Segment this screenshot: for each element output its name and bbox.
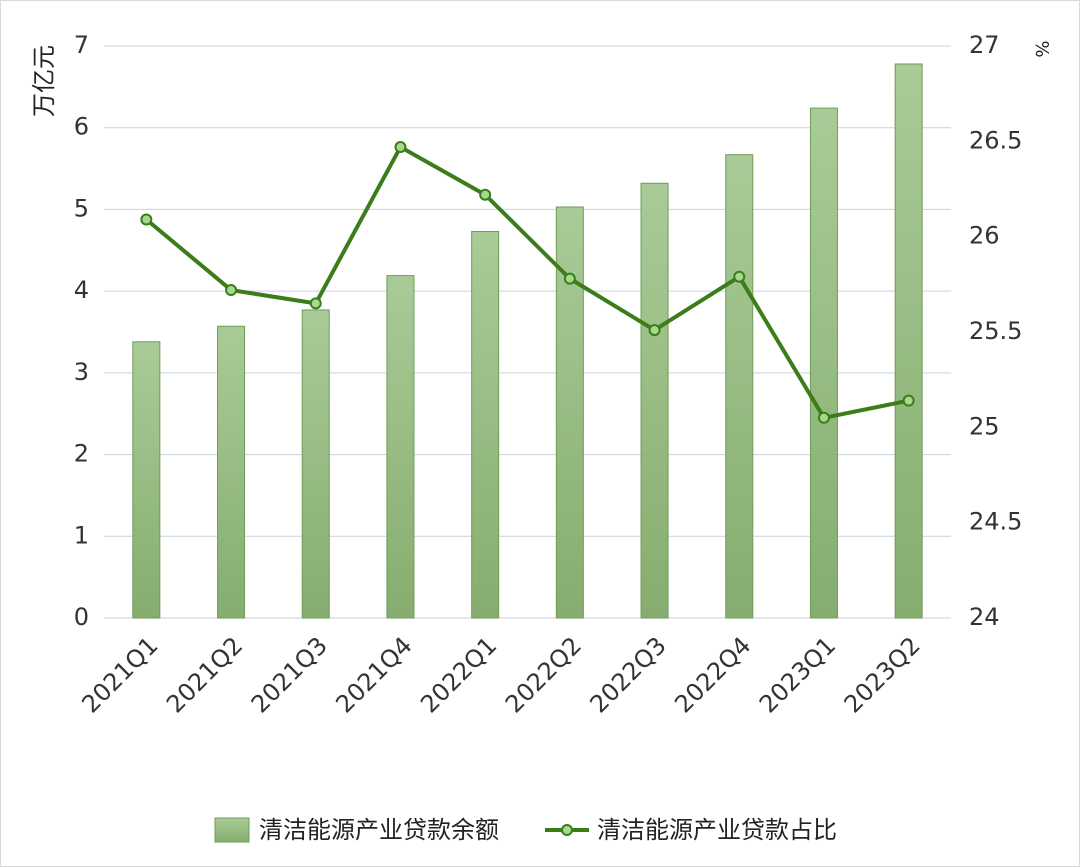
bar-2022Q3	[640, 182, 669, 619]
left-tick-label: 7	[74, 31, 89, 59]
left-tick-label: 4	[74, 276, 89, 304]
left-tick-label: 6	[74, 113, 89, 141]
legend: 清洁能源产业贷款余额 清洁能源产业贷款占比	[214, 816, 837, 844]
x-tick-label: 2022Q3	[585, 631, 672, 718]
line-point-2022Q2	[563, 272, 576, 285]
line-point-2021Q1	[140, 213, 153, 226]
left-tick-label: 2	[74, 440, 89, 468]
x-tick-label: 2021Q3	[246, 631, 333, 718]
right-tick-label: 25.5	[969, 317, 1022, 345]
bar-2023Q2	[894, 63, 923, 619]
bar-2023Q1	[809, 107, 838, 619]
left-axis-title: 万亿元	[30, 45, 58, 117]
line-point-2021Q4	[394, 141, 407, 154]
bar-2021Q1	[132, 341, 161, 619]
bar-2022Q1	[471, 230, 500, 619]
right-axis-title: %	[1031, 40, 1052, 57]
x-tick-label: 2022Q1	[415, 631, 502, 718]
x-tick-label: 2023Q1	[754, 631, 841, 718]
bar-2021Q3	[301, 309, 330, 619]
x-tick-label: 2021Q2	[161, 631, 248, 718]
line-point-2022Q4	[733, 270, 746, 283]
line-point-2021Q3	[309, 297, 322, 310]
legend-bar-label: 清洁能源产业贷款余额	[259, 816, 499, 844]
bar-2021Q4	[386, 275, 415, 619]
bar-2022Q4	[725, 154, 754, 619]
left-axis: 0 1 2 3 4 5 6 7	[74, 31, 89, 631]
line-point-2022Q1	[479, 188, 492, 201]
line-point-2022Q3	[648, 324, 661, 337]
left-tick-label: 5	[74, 194, 89, 222]
legend-line-label: 清洁能源产业贷款占比	[597, 816, 837, 844]
left-tick-label: 1	[74, 521, 89, 549]
legend-line-marker	[561, 824, 573, 836]
left-tick-label: 0	[74, 603, 89, 631]
right-tick-label: 24	[969, 603, 1000, 631]
x-tick-label: 2021Q1	[76, 631, 163, 718]
line-path	[145, 145, 910, 420]
right-tick-label: 26	[969, 222, 1000, 250]
right-tick-label: 26.5	[969, 126, 1022, 154]
x-tick-label: 2023Q2	[839, 631, 926, 718]
line-point-2023Q2	[902, 394, 915, 407]
x-axis: 2021Q12021Q22021Q32021Q42022Q12022Q22022…	[76, 631, 925, 718]
line-point-2021Q2	[225, 284, 238, 297]
right-tick-label: 24.5	[969, 508, 1022, 536]
legend-bar-swatch	[214, 817, 250, 843]
right-tick-label: 27	[969, 31, 1000, 59]
right-tick-label: 25	[969, 412, 1000, 440]
x-tick-label: 2022Q2	[500, 631, 587, 718]
x-tick-label: 2022Q4	[669, 631, 756, 718]
right-axis: 24 24.5 25 25.5 26 26.5 27	[969, 31, 1022, 631]
bar-series	[132, 63, 923, 619]
line-point-2023Q1	[817, 411, 830, 424]
x-tick-label: 2021Q4	[330, 631, 417, 718]
left-tick-label: 3	[74, 358, 89, 386]
line-series	[140, 141, 915, 424]
bar-2021Q2	[217, 325, 246, 619]
